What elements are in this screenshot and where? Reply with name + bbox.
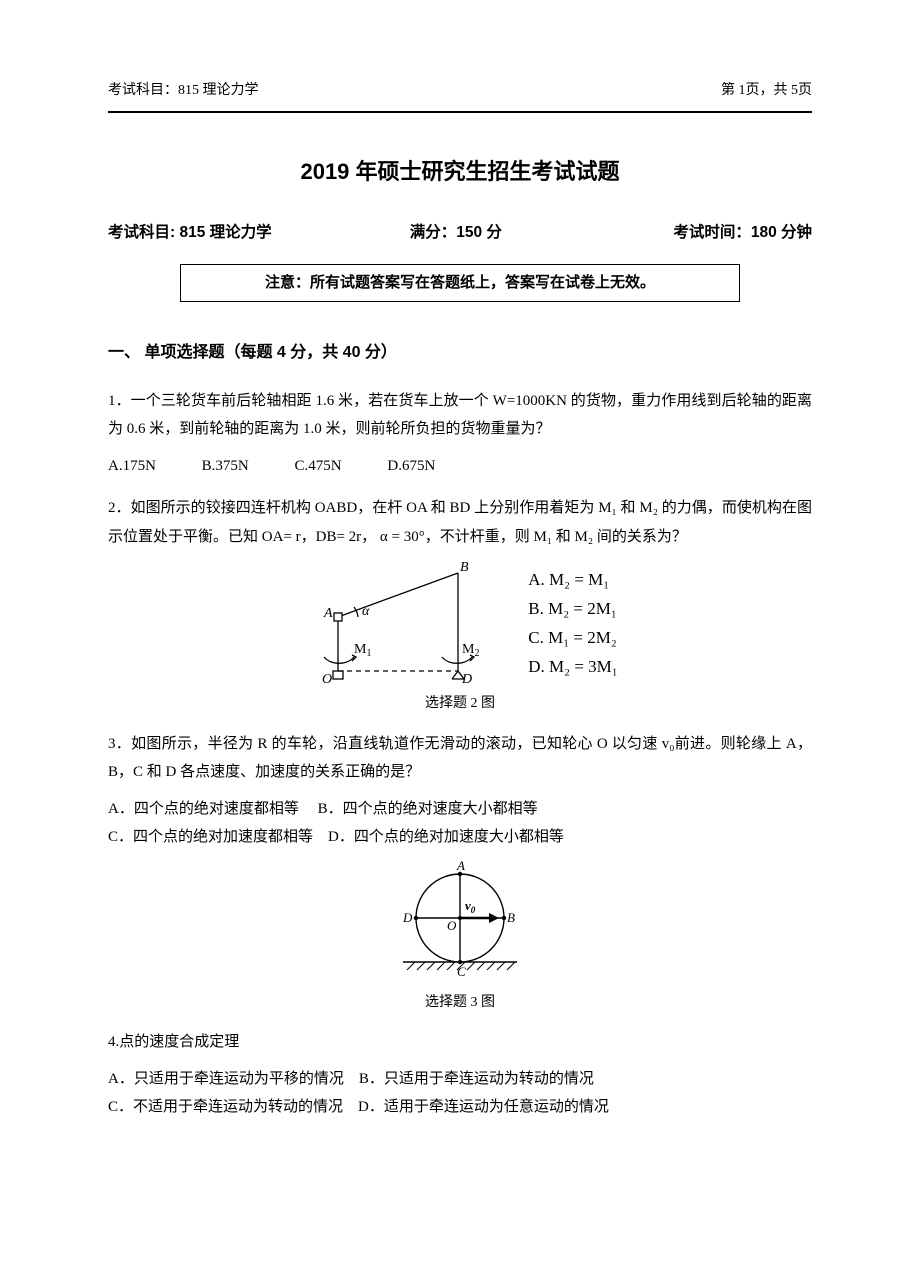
- exam-info-row: 考试科目: 815 理论力学 满分：150 分 考试时间：180 分钟: [108, 218, 812, 247]
- notice-box: 注意：所有试题答案写在答题纸上，答案写在试卷上无效。: [180, 264, 740, 303]
- svg-text:C: C: [457, 964, 466, 979]
- q1-option-b: B.375N: [202, 452, 249, 481]
- svg-text:A: A: [456, 858, 465, 873]
- question-3-caption: 选择题 3 图: [108, 990, 812, 1017]
- question-3-figure: A B C D O v0: [385, 858, 535, 988]
- q2-option-a: A. M₂ = M₁: [528, 566, 617, 595]
- page-header: 考试科目：815 理论力学 第 1页，共 5页: [108, 78, 812, 105]
- svg-text:O: O: [447, 918, 457, 933]
- q3-option-d: D．四个点的绝对加速度大小都相等: [328, 829, 564, 845]
- q1-option-c: C.475N: [295, 452, 342, 481]
- q4-option-a: A．只适用于牵连运动为平移的情况: [108, 1071, 344, 1087]
- question-2-options: A. M₂ = M₁ B. M₂ = 2M₁ C. M₁ = 2M₂ D. M₂…: [528, 566, 617, 682]
- q4-option-d: D．适用于牵连运动为任意运动的情况: [358, 1099, 609, 1115]
- q1-option-d: D.675N: [387, 452, 435, 481]
- svg-text:M1: M1: [354, 642, 371, 659]
- svg-text:D: D: [402, 910, 413, 925]
- svg-text:O: O: [322, 672, 332, 687]
- question-3-options: A．四个点的绝对速度都相等 B．四个点的绝对速度大小都相等 C．四个点的绝对加速…: [108, 795, 812, 852]
- exam-duration: 考试时间：180 分钟: [586, 218, 812, 247]
- exam-full-score: 满分：150 分: [410, 218, 586, 247]
- exam-subject: 考试科目: 815 理论力学: [108, 218, 410, 247]
- question-3-figure-row: A B C D O v0: [108, 858, 812, 988]
- question-2-figure: B A α M1 M2 O D: [302, 559, 502, 689]
- svg-text:M2: M2: [462, 642, 479, 659]
- question-1-options: A.175N B.375N C.475N D.675N: [108, 452, 812, 481]
- question-2-figure-row: B A α M1 M2 O D A. M₂ = M₁ B. M₂ = 2M₁ C…: [108, 559, 812, 689]
- question-2-caption: 选择题 2 图: [108, 691, 812, 718]
- svg-text:B: B: [460, 560, 469, 575]
- question-4-options: A．只适用于牵连运动为平移的情况 B．只适用于牵连运动为转动的情况 C．不适用于…: [108, 1065, 812, 1122]
- svg-text:A: A: [323, 606, 333, 621]
- q4-option-c: C．不适用于牵连运动为转动的情况: [108, 1099, 343, 1115]
- q3-option-a: A．四个点的绝对速度都相等: [108, 801, 299, 817]
- question-3-text: 3．如图所示，半径为 R 的车轮，沿直线轨道作无滑动的滚动，已知轮心 O 以匀速…: [108, 730, 812, 787]
- q3-option-c: C．四个点的绝对加速度都相等: [108, 829, 313, 845]
- question-2-text: 2．如图所示的铰接四连杆机构 OABD，在杆 OA 和 BD 上分别作用着矩为 …: [108, 494, 812, 551]
- q4-option-b: B．只适用于牵连运动为转动的情况: [359, 1071, 594, 1087]
- header-rule: [108, 111, 812, 113]
- question-1-text: 1．一个三轮货车前后轮轴相距 1.6 米，若在货车上放一个 W=1000KN 的…: [108, 387, 812, 444]
- svg-text:B: B: [507, 910, 515, 925]
- svg-text:v0: v0: [465, 898, 476, 915]
- section-1-title: 一、 单项选择题（每题 4 分，共 40 分）: [108, 338, 812, 368]
- q1-option-a: A.175N: [108, 452, 156, 481]
- q3-option-b: B．四个点的绝对速度大小都相等: [318, 801, 538, 817]
- question-4-text: 4.点的速度合成定理: [108, 1028, 812, 1057]
- svg-text:α: α: [362, 604, 370, 619]
- svg-text:D: D: [461, 672, 472, 687]
- header-page-number: 第 1页，共 5页: [721, 78, 812, 105]
- header-subject: 考试科目：815 理论力学: [108, 78, 259, 105]
- q2-option-c: C. M₁ = 2M₂: [528, 624, 617, 653]
- page-title: 2019 年硕士研究生招生考试试题: [108, 151, 812, 193]
- q2-option-b: B. M₂ = 2M₁: [528, 595, 617, 624]
- q2-option-d: D. M₂ = 3M₁: [528, 653, 617, 682]
